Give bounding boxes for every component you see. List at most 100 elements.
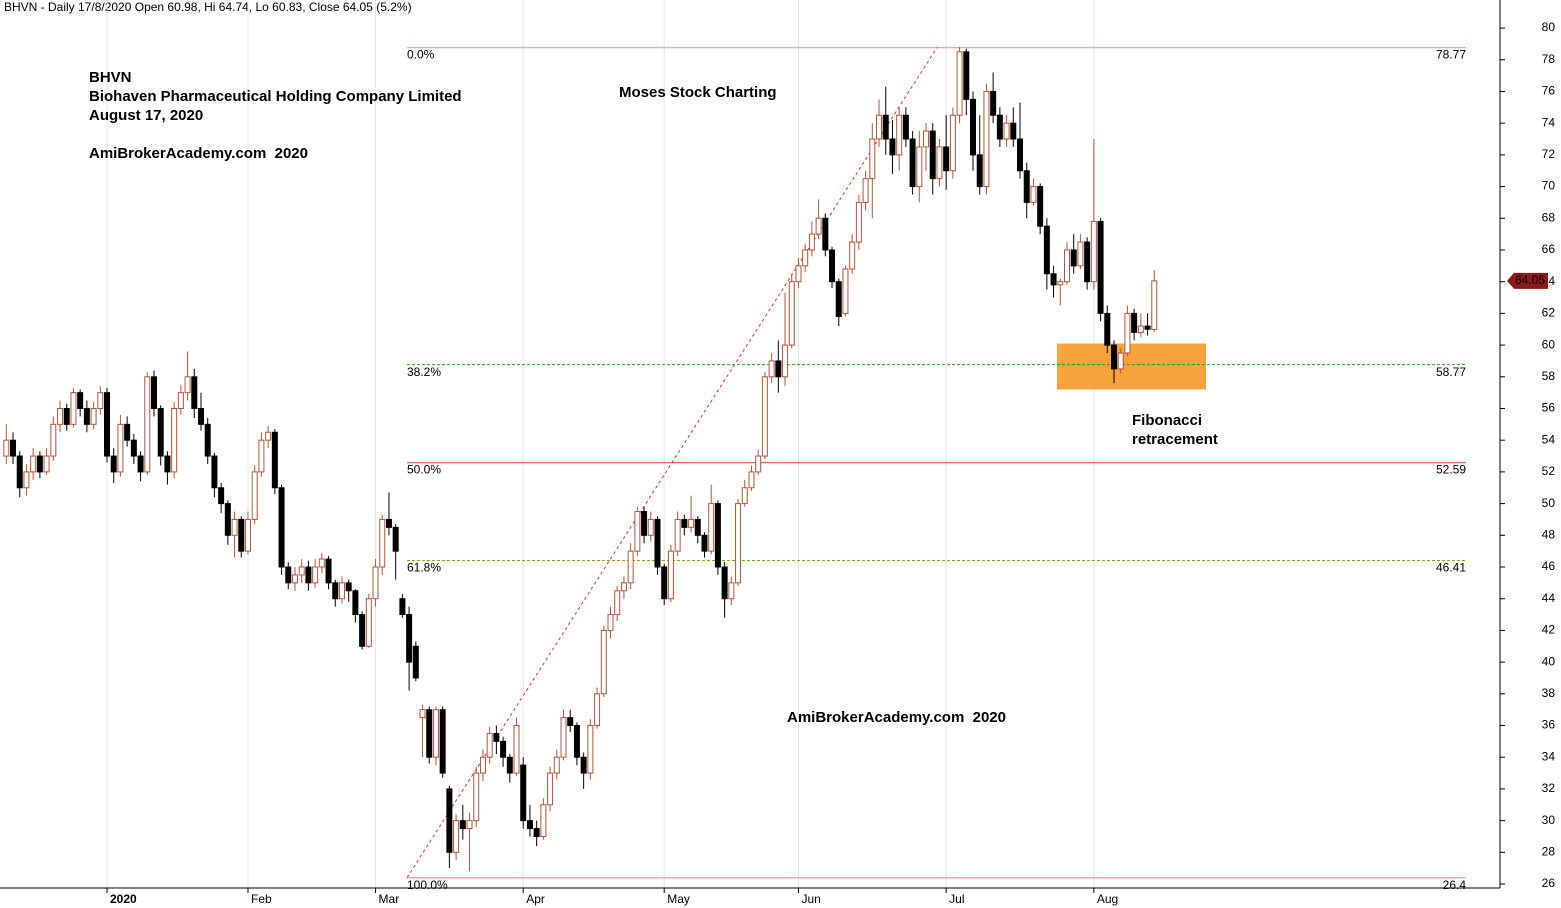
candle-body (197, 407, 204, 425)
candle-body (338, 582, 345, 600)
y-tick-label: 46 (1542, 559, 1556, 573)
candle-body (963, 51, 970, 100)
candle-body (996, 114, 1003, 140)
last-price-tag (1507, 272, 1548, 289)
candle-body (104, 392, 111, 457)
candle-body (1003, 122, 1010, 140)
candle-body (1131, 312, 1138, 333)
candle-body (23, 471, 30, 489)
candle-body (909, 138, 916, 188)
fib-label: 100.0% (407, 878, 448, 892)
candle-body (1137, 325, 1144, 333)
candle-body (1084, 241, 1091, 283)
candle-body (446, 788, 453, 853)
candle-body (345, 582, 352, 592)
candle-body (50, 423, 57, 457)
candle-body (432, 709, 439, 758)
x-tick-label: Mar (379, 892, 400, 906)
candle-body (110, 455, 117, 473)
candle-body (36, 455, 43, 473)
candle-body (63, 407, 70, 425)
candle-body (1030, 186, 1037, 203)
y-tick-label: 52 (1542, 464, 1556, 478)
candle-body (674, 518, 681, 552)
fib-value: 78.77 (1436, 48, 1466, 62)
candle-body (1023, 170, 1030, 203)
candle-body (285, 566, 292, 584)
y-tick-label: 36 (1542, 718, 1556, 732)
y-tick-label: 72 (1542, 147, 1556, 161)
candle-body (224, 503, 231, 536)
candle-body (862, 178, 869, 203)
candle-body (607, 614, 614, 631)
candle-body (1110, 344, 1117, 370)
candle-body (70, 392, 77, 425)
candle-body (855, 201, 862, 243)
candle-body (661, 566, 668, 600)
candle-body (1077, 241, 1084, 267)
candle-body (701, 534, 708, 552)
candle-body (808, 233, 815, 251)
candle-body (896, 114, 903, 156)
candle-body (735, 503, 742, 584)
candle-body (882, 114, 889, 140)
candle-body (184, 376, 191, 394)
candle-body (244, 518, 251, 552)
candle-body (560, 717, 567, 758)
fib-value: 26.4 (1443, 878, 1467, 892)
candle-body (406, 614, 413, 663)
candle-body (218, 487, 225, 505)
y-tick-label: 60 (1542, 337, 1556, 351)
candle-body (16, 455, 23, 489)
candle-body (513, 725, 520, 774)
y-tick-label: 78 (1542, 52, 1556, 66)
candle-body (1117, 352, 1124, 370)
candle-body (10, 439, 17, 457)
candle-body (547, 772, 554, 806)
candle-body (869, 138, 876, 180)
y-tick-label: 30 (1542, 813, 1556, 827)
candle-body (137, 455, 144, 473)
annotation: Biohaven Pharmaceutical Holding Company … (89, 88, 462, 105)
candle-body (849, 241, 856, 270)
candle-body (983, 90, 990, 188)
candle-body (1057, 281, 1064, 286)
candle-body (782, 344, 789, 378)
candle-body (130, 439, 137, 457)
candle-body (876, 114, 883, 140)
candle-body (775, 360, 782, 378)
x-tick-label: Jul (949, 892, 964, 906)
x-tick-label: Apr (526, 892, 545, 906)
candle-body (238, 518, 245, 552)
y-tick-label: 68 (1542, 210, 1556, 224)
annotation: retracement (1132, 431, 1218, 448)
y-tick-label: 76 (1542, 84, 1556, 98)
candle-body (641, 511, 648, 536)
candle-body (332, 582, 339, 600)
candle-body (929, 130, 936, 180)
candle-body (688, 518, 695, 528)
candle-body (802, 249, 809, 267)
candle-body (822, 217, 829, 251)
candle-body (493, 732, 500, 742)
candle-body (526, 820, 533, 830)
y-tick-label: 54 (1542, 432, 1556, 446)
y-tick-label: 66 (1542, 242, 1556, 256)
candle-body (647, 518, 654, 536)
y-tick-label: 74 (1542, 115, 1556, 129)
candle-body (681, 518, 688, 528)
candle-body (594, 693, 601, 727)
candle-body (567, 717, 574, 727)
candle-body (439, 709, 446, 774)
x-tick-label: Jun (801, 892, 820, 906)
y-tick-label: 34 (1542, 749, 1556, 763)
candle-body (553, 756, 560, 774)
candle-body (708, 503, 715, 552)
candle-body (97, 392, 104, 409)
y-tick-label: 58 (1542, 369, 1556, 383)
candle-body (57, 407, 64, 425)
candle-body (473, 772, 480, 822)
candle-body (258, 439, 265, 473)
candle-body (533, 828, 540, 837)
